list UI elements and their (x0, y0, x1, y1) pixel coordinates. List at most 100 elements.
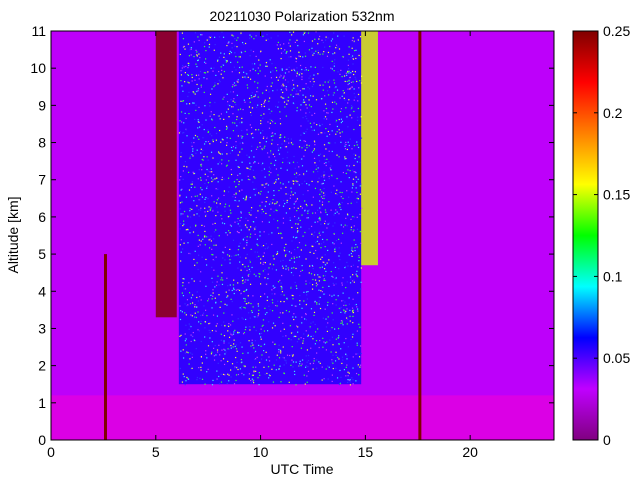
noise-speck (204, 230, 206, 233)
noise-speck (325, 164, 327, 167)
noise-speck (281, 288, 283, 290)
noise-speck (265, 201, 267, 203)
noise-speck (357, 310, 359, 312)
noise-speck (312, 267, 314, 270)
noise-speck (223, 340, 225, 342)
noise-speck (193, 141, 195, 144)
noise-speck (224, 303, 226, 305)
noise-speck (306, 349, 309, 351)
noise-speck (269, 263, 271, 265)
noise-speck (293, 207, 295, 209)
noise-speck (236, 366, 238, 369)
noise-speck (292, 361, 295, 363)
noise-speck (283, 101, 286, 103)
noise-speck (357, 198, 359, 200)
noise-speck (302, 235, 304, 237)
noise-speck (262, 319, 265, 321)
noise-speck (254, 316, 256, 318)
noise-speck (216, 60, 219, 62)
noise-speck (351, 187, 353, 189)
noise-speck (202, 149, 204, 152)
noise-speck (353, 239, 355, 241)
noise-speck (265, 351, 267, 353)
noise-speck (330, 67, 332, 69)
noise-speck (269, 122, 271, 124)
noise-speck (347, 64, 349, 66)
noise-speck (285, 88, 287, 90)
noise-speck (181, 121, 183, 123)
noise-speck (338, 213, 340, 215)
noise-speck (320, 212, 322, 214)
noise-speck (274, 343, 276, 345)
noise-speck (291, 226, 293, 229)
noise-speck (285, 115, 287, 117)
noise-speck (200, 299, 202, 301)
noise-speck (255, 216, 257, 219)
noise-speck (250, 49, 252, 51)
noise-speck (359, 366, 361, 368)
noise-speck (304, 208, 307, 210)
noise-speck (280, 136, 282, 138)
noise-speck (256, 106, 258, 108)
noise-speck (199, 164, 202, 166)
noise-speck (339, 258, 341, 261)
noise-speck (232, 84, 234, 86)
noise-speck (263, 105, 265, 108)
noise-speck (280, 57, 282, 60)
noise-speck (327, 37, 329, 39)
noise-speck (310, 335, 312, 338)
noise-speck (322, 89, 324, 91)
noise-speck (355, 273, 357, 275)
noise-speck (183, 242, 185, 244)
noise-speck (213, 359, 216, 361)
noise-speck (305, 319, 308, 321)
noise-speck (201, 34, 203, 36)
noise-speck (323, 171, 325, 173)
noise-speck (283, 300, 285, 303)
noise-speck (187, 74, 190, 77)
noise-speck (233, 292, 235, 295)
noise-speck (348, 46, 350, 48)
noise-speck (299, 174, 301, 176)
noise-speck (354, 157, 356, 160)
noise-speck (342, 232, 344, 234)
noise-speck (257, 305, 260, 307)
noise-speck (183, 66, 185, 68)
noise-speck (360, 82, 363, 84)
noise-speck (345, 304, 347, 306)
noise-speck (255, 275, 257, 277)
noise-speck (299, 139, 301, 141)
noise-speck (217, 275, 219, 277)
noise-speck (225, 125, 228, 127)
noise-speck (352, 178, 355, 180)
noise-speck (321, 204, 324, 206)
noise-speck (260, 338, 262, 340)
noise-speck (299, 219, 301, 222)
noise-speck (335, 44, 338, 46)
noise-speck (333, 185, 335, 187)
noise-speck (204, 72, 207, 74)
noise-speck (309, 250, 312, 252)
noise-speck (339, 203, 341, 206)
noise-speck (283, 250, 286, 252)
noise-speck (315, 165, 318, 167)
noise-speck (275, 159, 277, 162)
noise-speck (270, 85, 272, 87)
noise-speck (340, 118, 343, 120)
noise-speck (353, 225, 355, 227)
noise-speck (225, 232, 227, 234)
noise-speck (268, 166, 270, 168)
noise-speck (239, 142, 241, 144)
noise-speck (232, 333, 235, 335)
noise-speck (359, 161, 361, 164)
noise-speck (225, 291, 227, 293)
noise-speck (199, 280, 201, 282)
noise-speck (353, 128, 355, 131)
noise-speck (349, 320, 351, 322)
noise-speck (221, 159, 223, 161)
noise-speck (191, 181, 193, 183)
noise-speck (216, 199, 219, 201)
noise-speck (205, 179, 207, 181)
noise-speck (187, 74, 189, 76)
noise-speck (266, 34, 268, 36)
